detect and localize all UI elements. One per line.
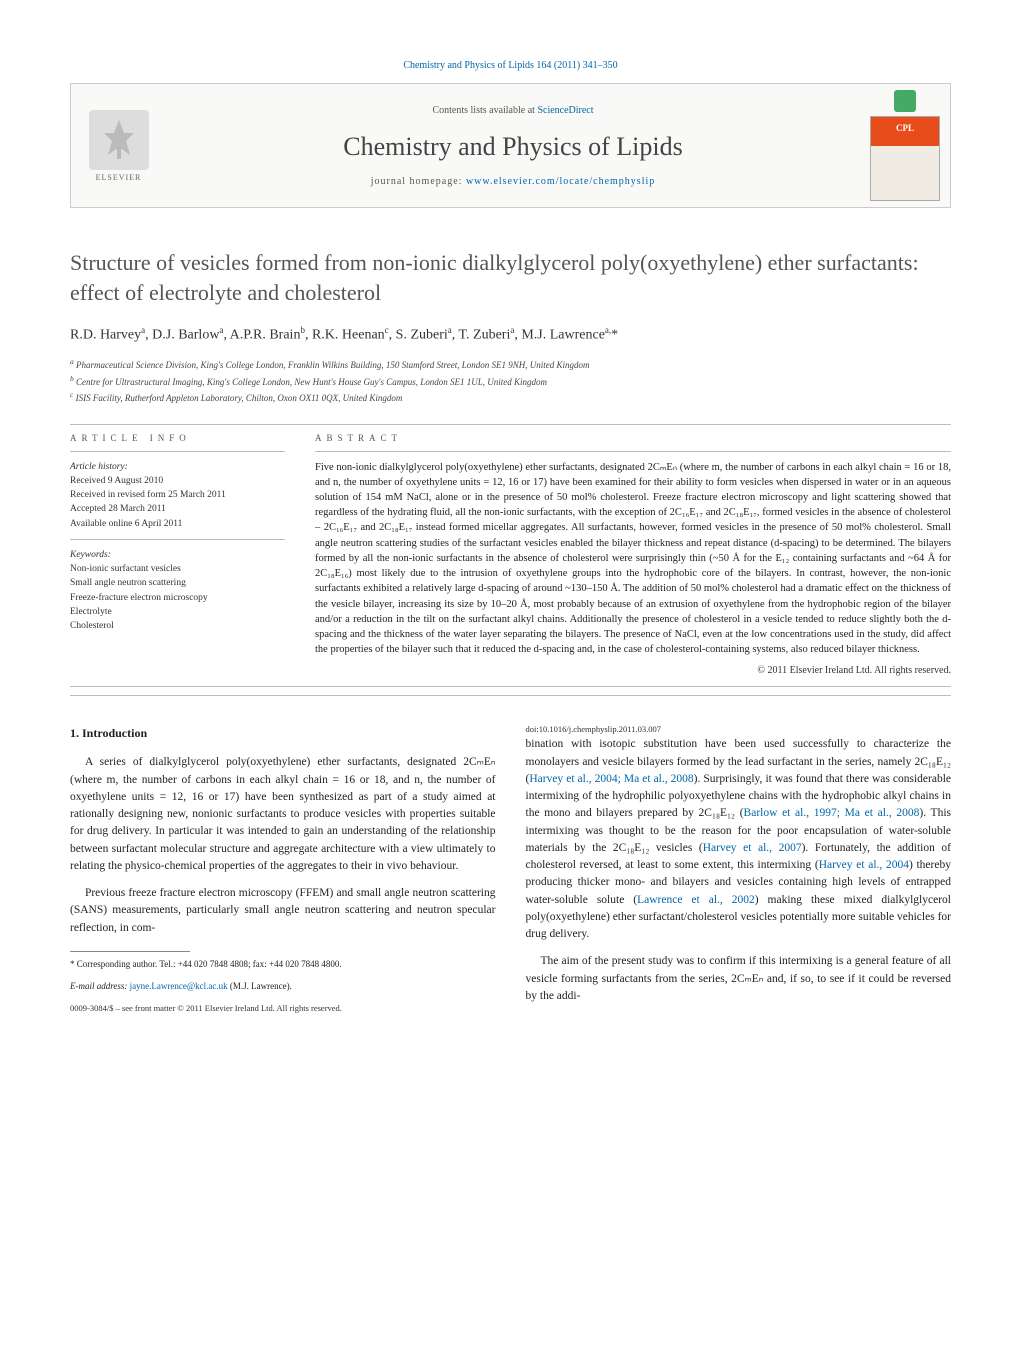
- divider: [70, 451, 285, 452]
- history-line: Received 9 August 2010: [70, 474, 285, 488]
- article-title: Structure of vesicles formed from non-io…: [70, 248, 951, 307]
- history-line: Received in revised form 25 March 2011: [70, 488, 285, 502]
- affiliations: a Pharmaceutical Science Division, King'…: [70, 356, 951, 406]
- corresponding-author-footnote: * Corresponding author. Tel.: +44 020 78…: [70, 958, 496, 971]
- article-body: 1. Introduction A series of dialkylglyce…: [70, 724, 951, 1015]
- affiliation-line: c ISIS Facility, Rutherford Appleton Lab…: [70, 389, 951, 406]
- abstract-text: Five non-ionic dialkylglycerol poly(oxye…: [315, 460, 951, 658]
- citation-link[interactable]: Harvey et al., 2004; Ma et al., 2008: [529, 773, 693, 785]
- article-history: Article history: Received 9 August 2010R…: [70, 460, 285, 531]
- journal-title: Chemistry and Physics of Lipids: [343, 132, 682, 162]
- contents-available-line: Contents lists available at ScienceDirec…: [432, 105, 593, 116]
- citation-link[interactable]: Harvey et al., 2004: [819, 859, 909, 871]
- history-line: Accepted 28 March 2011: [70, 502, 285, 516]
- abstract-copyright: © 2011 Elsevier Ireland Ltd. All rights …: [315, 665, 951, 676]
- keyword: Non-ionic surfactant vesicles: [70, 562, 285, 576]
- contents-prefix: Contents lists available at: [432, 105, 537, 116]
- divider: [70, 539, 285, 540]
- publisher-logo-slot: ELSEVIER: [71, 84, 166, 207]
- section-heading-introduction: 1. Introduction: [70, 724, 496, 742]
- divider: [70, 424, 951, 425]
- affiliation-line: a Pharmaceutical Science Division, King'…: [70, 356, 951, 373]
- body-paragraph: bination with isotopic substitution have…: [526, 736, 952, 943]
- body-paragraph: A series of dialkylglycerol poly(oxyethy…: [70, 754, 496, 875]
- email-footnote: E-mail address: jayne.Lawrence@kcl.ac.uk…: [70, 980, 496, 993]
- homepage-link[interactable]: www.elsevier.com/locate/chemphyslip: [466, 176, 655, 187]
- article-info-label: ARTICLE INFO: [70, 433, 285, 443]
- cover-slot: [860, 84, 950, 207]
- history-heading: Article history:: [70, 460, 285, 474]
- elsevier-logo: ELSEVIER: [81, 103, 156, 188]
- author-list: R.D. Harveya, D.J. Barlowa, A.P.R. Brain…: [70, 325, 951, 344]
- divider: [70, 695, 951, 696]
- email-suffix: (M.J. Lawrence).: [228, 981, 292, 991]
- keyword: Cholesterol: [70, 619, 285, 633]
- citation-link[interactable]: Harvey et al., 2007: [703, 842, 802, 854]
- footnote-separator: [70, 951, 190, 952]
- affiliation-line: b Centre for Ultrastructural Imaging, Ki…: [70, 373, 951, 390]
- homepage-prefix: journal homepage:: [371, 176, 466, 187]
- citation-link[interactable]: Barlow et al., 1997; Ma et al., 2008: [744, 807, 920, 819]
- issn-line: 0009-3084/$ – see front matter © 2011 El…: [70, 1003, 496, 1015]
- cover-checkmark-icon: [894, 90, 916, 112]
- history-line: Available online 6 April 2011: [70, 517, 285, 531]
- keywords-heading: Keywords:: [70, 548, 285, 562]
- journal-header-box: ELSEVIER Contents lists available at Sci…: [70, 83, 951, 208]
- body-paragraph: Previous freeze fracture electron micros…: [70, 885, 496, 937]
- elsevier-tree-icon: [89, 110, 149, 170]
- keyword: Freeze-fracture electron microscopy: [70, 591, 285, 605]
- email-link[interactable]: jayne.Lawrence@kcl.ac.uk: [130, 981, 228, 991]
- body-paragraph: The aim of the present study was to conf…: [526, 953, 952, 1005]
- publisher-name: ELSEVIER: [96, 173, 142, 182]
- journal-homepage-line: journal homepage: www.elsevier.com/locat…: [371, 176, 656, 187]
- citation-link[interactable]: Lawrence et al., 2002: [637, 894, 755, 906]
- keywords-list: Non-ionic surfactant vesiclesSmall angle…: [70, 562, 285, 633]
- email-label: E-mail address:: [70, 981, 130, 991]
- divider: [315, 451, 951, 452]
- keyword: Small angle neutron scattering: [70, 576, 285, 590]
- keyword: Electrolyte: [70, 605, 285, 619]
- citation-link[interactable]: Chemistry and Physics of Lipids 164 (201…: [403, 60, 617, 71]
- journal-cover-thumbnail: [870, 116, 940, 201]
- sciencedirect-link[interactable]: ScienceDirect: [537, 105, 593, 116]
- abstract-label: ABSTRACT: [315, 433, 951, 443]
- divider: [70, 686, 951, 687]
- doi-line: doi:10.1016/j.chemphyslip.2011.03.007: [526, 724, 952, 736]
- running-header: Chemistry and Physics of Lipids 164 (201…: [70, 60, 951, 71]
